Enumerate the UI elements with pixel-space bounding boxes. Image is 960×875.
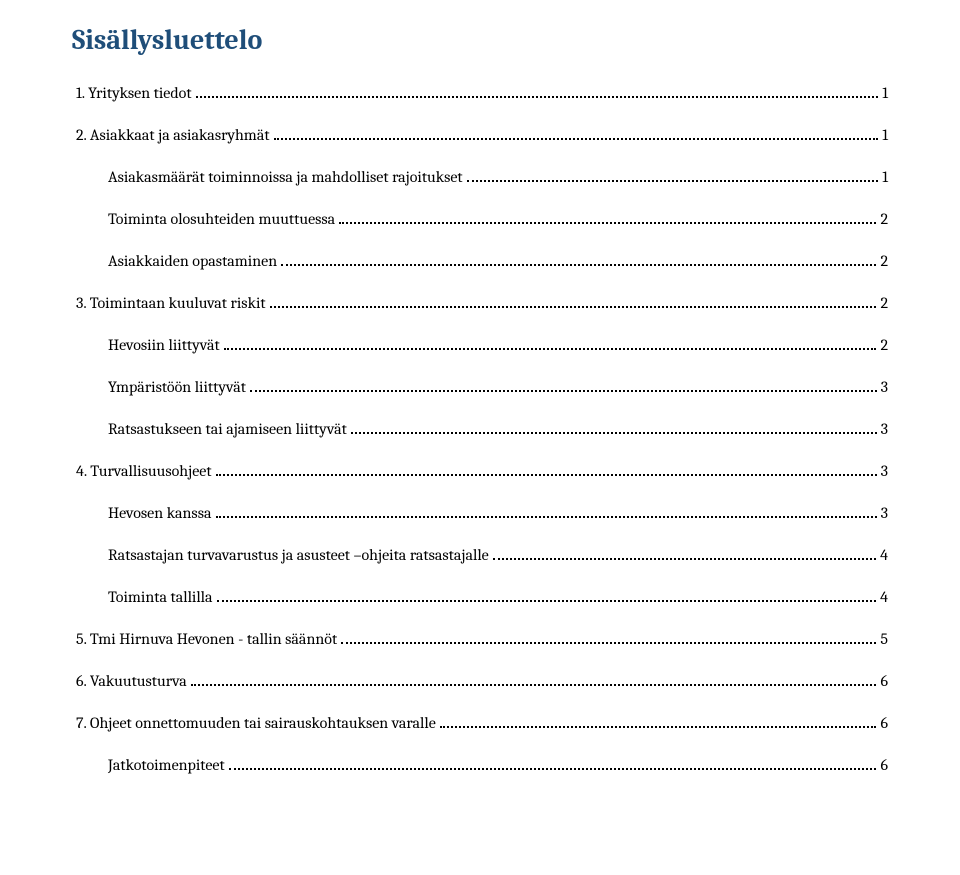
toc-entry[interactable]: Toiminta olosuhteiden muuttuessa 2 bbox=[72, 210, 888, 228]
toc-entry-label: 3. Toimintaan kuuluvat riskit bbox=[76, 294, 266, 312]
toc-entry-label: 2. Asiakkaat ja asiakasryhmät bbox=[76, 126, 270, 144]
toc-entry-label: Asiakkaiden opastaminen bbox=[108, 252, 277, 270]
toc-entry-label: Hevosen kanssa bbox=[108, 504, 212, 522]
toc-leader-dots bbox=[270, 306, 877, 308]
toc-leader-dots bbox=[274, 138, 879, 140]
toc-entry[interactable]: 7. Ohjeet onnettomuuden tai sairauskohta… bbox=[72, 714, 888, 732]
toc-entry-page: 3 bbox=[881, 420, 888, 438]
toc-entry-label: Hevosiin liittyvät bbox=[108, 336, 220, 354]
toc-entry-label: Toiminta olosuhteiden muuttuessa bbox=[108, 210, 335, 228]
toc-entry-page: 4 bbox=[880, 546, 888, 564]
toc-leader-dots bbox=[191, 684, 877, 686]
toc-entry-page: 3 bbox=[881, 504, 888, 522]
toc-entry-page: 2 bbox=[880, 210, 888, 228]
document-page: Sisällysluettelo 1. Yrityksen tiedot12. … bbox=[0, 0, 960, 822]
toc-entry-page: 1 bbox=[882, 126, 888, 144]
toc-entry-label: Asiakasmäärät toiminnoissa ja mahdollise… bbox=[108, 168, 463, 186]
toc-entry-page: 1 bbox=[882, 84, 888, 102]
toc-entry-page: 6 bbox=[880, 672, 888, 690]
toc-entry-label: 4. Turvallisuusohjeet bbox=[76, 462, 212, 480]
toc-entry-page: 3 bbox=[881, 378, 888, 396]
toc-entry[interactable]: Toiminta tallilla 4 bbox=[72, 588, 888, 606]
toc-entry-page: 1 bbox=[882, 168, 888, 186]
toc-entry-page: 3 bbox=[881, 462, 888, 480]
toc-leader-dots bbox=[250, 390, 877, 392]
toc-entry[interactable]: Asiakasmäärät toiminnoissa ja mahdollise… bbox=[72, 168, 888, 186]
toc-entry-label: Toiminta tallilla bbox=[108, 588, 213, 606]
toc-entry[interactable]: Ympäristöön liittyvät 3 bbox=[72, 378, 888, 396]
toc-entry-label: 7. Ohjeet onnettomuuden tai sairauskohta… bbox=[76, 714, 436, 732]
toc-leader-dots bbox=[216, 474, 877, 476]
toc-entry-label: Ratsastukseen tai ajamiseen liittyvät bbox=[108, 420, 347, 438]
toc-entry[interactable]: 2. Asiakkaat ja asiakasryhmät 1 bbox=[72, 126, 888, 144]
toc-entry[interactable]: Ratsastukseen tai ajamiseen liittyvät 3 bbox=[72, 420, 888, 438]
toc-leader-dots bbox=[467, 180, 879, 182]
toc-list: 1. Yrityksen tiedot12. Asiakkaat ja asia… bbox=[72, 84, 888, 774]
toc-leader-dots bbox=[339, 222, 876, 224]
toc-entry-page: 2 bbox=[880, 252, 888, 270]
toc-entry-page: 2 bbox=[880, 294, 888, 312]
toc-leader-dots bbox=[351, 432, 877, 434]
toc-leader-dots bbox=[224, 348, 877, 350]
toc-leader-dots bbox=[281, 264, 876, 266]
toc-entry[interactable]: 6. Vakuutusturva 6 bbox=[72, 672, 888, 690]
toc-leader-dots bbox=[440, 726, 877, 728]
toc-leader-dots bbox=[341, 642, 876, 644]
toc-leader-dots bbox=[493, 558, 876, 560]
toc-entry-page: 4 bbox=[880, 588, 888, 606]
toc-entry-label: Ympäristöön liittyvät bbox=[108, 378, 246, 396]
toc-entry-page: 6 bbox=[880, 714, 888, 732]
toc-leader-dots bbox=[229, 768, 877, 770]
toc-entry-page: 2 bbox=[880, 336, 888, 354]
toc-entry[interactable]: Hevosen kanssa 3 bbox=[72, 504, 888, 522]
toc-entry[interactable]: Hevosiin liittyvät 2 bbox=[72, 336, 888, 354]
toc-leader-dots bbox=[217, 600, 877, 602]
toc-entry[interactable]: Ratsastajan turvavarustus ja asusteet –o… bbox=[72, 546, 888, 564]
toc-title: Sisällysluettelo bbox=[72, 24, 888, 56]
toc-entry[interactable]: Asiakkaiden opastaminen 2 bbox=[72, 252, 888, 270]
toc-entry-label: Jatkotoimenpiteet bbox=[108, 756, 225, 774]
toc-entry[interactable]: 5. Tmi Hirnuva Hevonen - tallin säännöt 5 bbox=[72, 630, 888, 648]
toc-entry[interactable]: Jatkotoimenpiteet 6 bbox=[72, 756, 888, 774]
toc-leader-dots bbox=[216, 516, 877, 518]
toc-entry[interactable]: 3. Toimintaan kuuluvat riskit 2 bbox=[72, 294, 888, 312]
toc-entry-page: 5 bbox=[880, 630, 888, 648]
toc-entry-page: 6 bbox=[880, 756, 888, 774]
toc-entry-label: 6. Vakuutusturva bbox=[76, 672, 187, 690]
toc-entry[interactable]: 4. Turvallisuusohjeet 3 bbox=[72, 462, 888, 480]
toc-entry[interactable]: 1. Yrityksen tiedot 1 bbox=[72, 84, 888, 102]
toc-leader-dots bbox=[196, 96, 879, 98]
toc-entry-label: Ratsastajan turvavarustus ja asusteet –o… bbox=[108, 546, 489, 564]
toc-entry-label: 1. Yrityksen tiedot bbox=[76, 84, 192, 102]
toc-entry-label: 5. Tmi Hirnuva Hevonen - tallin säännöt bbox=[76, 630, 337, 648]
